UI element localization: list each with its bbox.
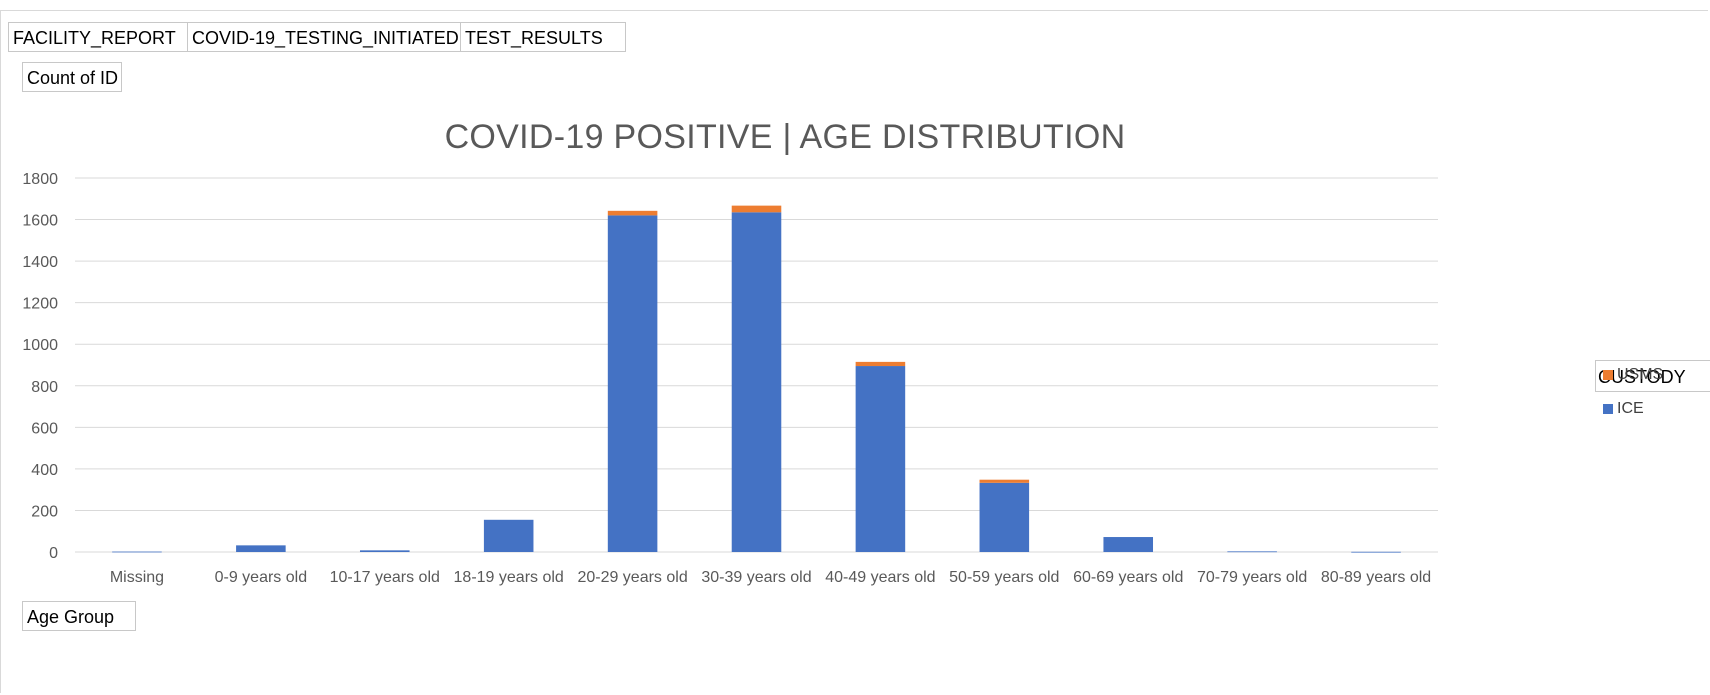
bar-ice-6[interactable] bbox=[855, 366, 906, 552]
y-tick-label: 0 bbox=[49, 545, 58, 562]
bar-ice-8[interactable] bbox=[1103, 537, 1154, 552]
bar-ice-1[interactable] bbox=[236, 545, 286, 552]
bar-ice-10[interactable] bbox=[1351, 551, 1401, 553]
y-tick-label: 600 bbox=[31, 420, 58, 437]
testing-initiated-field-button[interactable]: COVID-19_TESTING_INITIATED bbox=[187, 22, 461, 52]
x-tick-label: 40-49 years old bbox=[825, 569, 935, 586]
count-of-id-field-button[interactable]: Count of ID bbox=[22, 62, 122, 92]
y-tick-label: 1400 bbox=[22, 254, 58, 271]
test-results-field-button[interactable]: TEST_RESULTS bbox=[460, 22, 626, 52]
legend-swatch-usms bbox=[1603, 370, 1613, 380]
bar-ice-4[interactable] bbox=[607, 215, 658, 552]
bar-ice-3[interactable] bbox=[483, 519, 534, 552]
x-tick-label: 80-89 years old bbox=[1321, 569, 1431, 586]
bar-ice-9[interactable] bbox=[1227, 551, 1277, 553]
x-tick-label: 10-17 years old bbox=[330, 569, 440, 586]
age-group-field-button[interactable]: Age Group bbox=[22, 601, 136, 631]
y-tick-label: 1000 bbox=[22, 337, 58, 354]
legend-label-ice: ICE bbox=[1617, 400, 1644, 417]
x-tick-label: 30-39 years old bbox=[701, 569, 811, 586]
y-tick-label: 1200 bbox=[22, 296, 58, 313]
legend-label-usms: USMS bbox=[1617, 366, 1664, 383]
bar-ice-5[interactable] bbox=[731, 212, 782, 553]
bar-usms-4[interactable] bbox=[607, 210, 658, 216]
x-tick-label: 20-29 years old bbox=[577, 569, 687, 586]
bar-usms-5[interactable] bbox=[731, 205, 782, 213]
x-tick-label: 0-9 years old bbox=[215, 569, 308, 586]
chart-title: COVID-19 POSITIVE | AGE DISTRIBUTION bbox=[444, 118, 1126, 156]
bar-ice-2[interactable] bbox=[359, 550, 410, 552]
x-tick-label: 70-79 years old bbox=[1197, 569, 1307, 586]
bar-usms-6[interactable] bbox=[855, 361, 906, 367]
x-tick-label: 50-59 years old bbox=[949, 569, 1059, 586]
bar-ice-0[interactable] bbox=[112, 551, 162, 553]
y-tick-label: 200 bbox=[31, 503, 58, 520]
y-tick-label: 1600 bbox=[22, 213, 58, 230]
x-tick-label: 60-69 years old bbox=[1073, 569, 1183, 586]
bar-ice-7[interactable] bbox=[979, 482, 1030, 552]
x-tick-label: 18-19 years old bbox=[454, 569, 564, 586]
x-tick-label: Missing bbox=[110, 569, 164, 586]
facility-report-field-button[interactable]: FACILITY_REPORT bbox=[8, 22, 188, 52]
y-tick-label: 400 bbox=[31, 462, 58, 479]
bar-usms-7[interactable] bbox=[979, 479, 1030, 483]
pivot-chart-frame bbox=[0, 10, 1708, 693]
legend-swatch-ice bbox=[1603, 404, 1613, 414]
y-tick-label: 800 bbox=[31, 379, 58, 396]
legend-item-ice[interactable]: ICE bbox=[1603, 400, 1644, 418]
legend-item-usms[interactable]: USMS bbox=[1603, 366, 1663, 384]
y-tick-label: 1800 bbox=[22, 171, 58, 188]
legend-title-custody[interactable]: CUSTODY bbox=[1595, 360, 1710, 392]
